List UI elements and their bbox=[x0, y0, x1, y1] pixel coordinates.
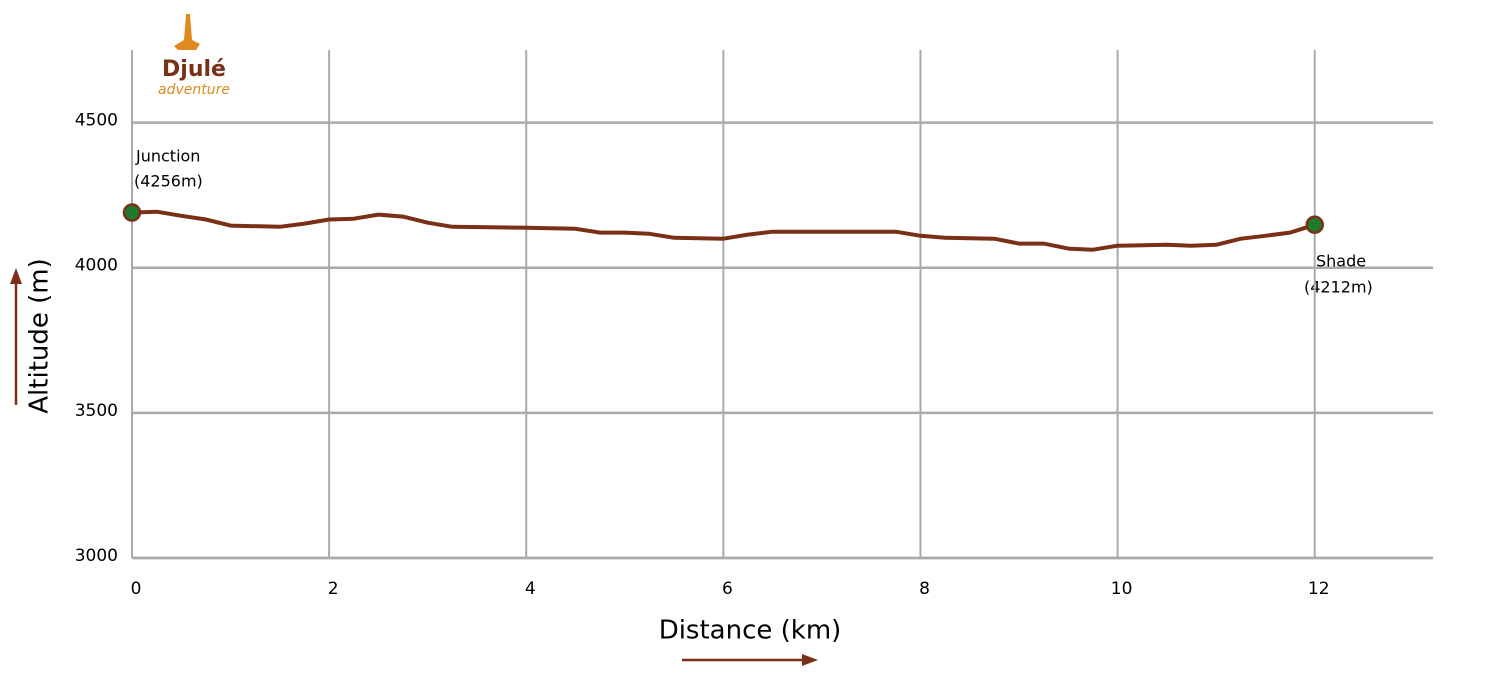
x-tick-label: 2 bbox=[328, 579, 339, 599]
endpoint-marker bbox=[1305, 215, 1324, 235]
x-tick-label: 0 bbox=[131, 579, 142, 599]
annotation: (4256m) bbox=[134, 172, 203, 191]
x-tick-label: 8 bbox=[919, 579, 930, 599]
y-tick-label: 3000 bbox=[75, 546, 118, 566]
y-tick-label: 4500 bbox=[75, 111, 118, 131]
x-axis-label: Distance (km) bbox=[659, 616, 842, 646]
logo-tagline: adventure bbox=[158, 82, 230, 98]
annotation: Shade bbox=[1316, 252, 1366, 271]
annotation: (4212m) bbox=[1304, 278, 1373, 297]
logo-name: Djulé bbox=[162, 57, 226, 82]
logo-icon bbox=[174, 14, 200, 50]
x-tick-label: 6 bbox=[722, 579, 733, 599]
annotation: Junction bbox=[135, 147, 200, 166]
x-tick-label: 4 bbox=[525, 579, 536, 599]
y-tick-label: 4000 bbox=[75, 256, 118, 276]
x-arrow-head bbox=[802, 654, 818, 666]
y-axis-label: Altitude (m) bbox=[25, 258, 55, 413]
x-tick-label: 12 bbox=[1308, 579, 1330, 599]
y-tick-label: 3500 bbox=[75, 401, 118, 421]
y-arrow-head bbox=[10, 268, 22, 284]
profile-line bbox=[131, 209, 1316, 252]
x-tick-label: 10 bbox=[1111, 579, 1133, 599]
logo: Djulé adventure bbox=[158, 14, 230, 98]
endpoint-marker bbox=[122, 203, 142, 222]
